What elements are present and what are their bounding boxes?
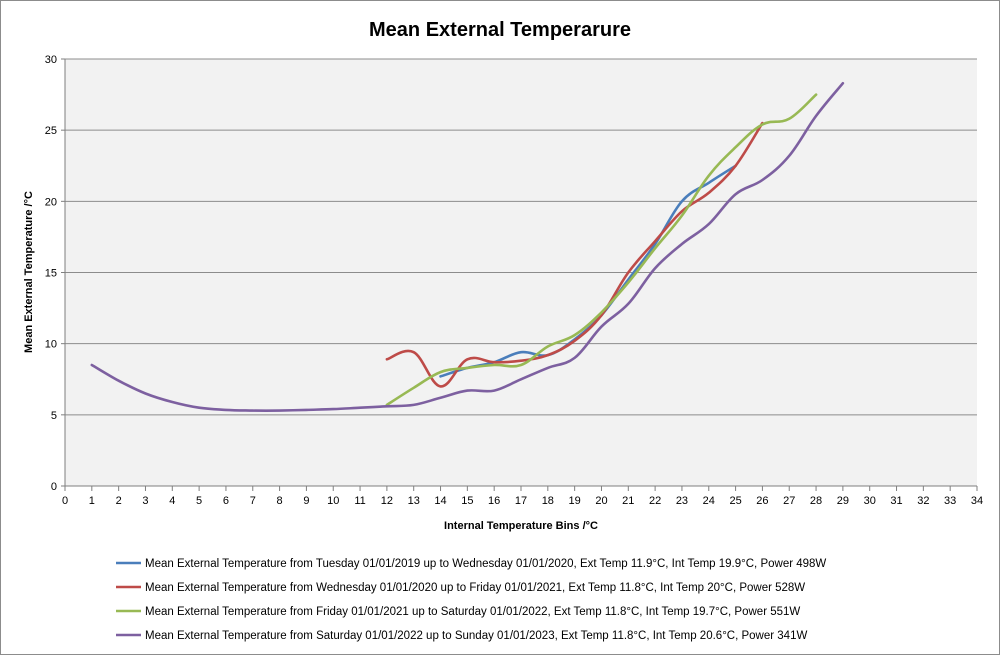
legend-label-2: Mean External Temperature from Wednesday… [145,582,805,594]
x-tick-label: 4 [169,495,175,507]
x-tick-label: 6 [223,495,229,507]
y-tick-label: 20 [45,196,57,208]
legend-label-1: Mean External Temperature from Tuesday 0… [145,558,826,570]
y-tick-label: 30 [45,54,57,66]
x-tick-label: 5 [196,495,202,507]
series-line-3 [385,93,818,407]
x-tick-label: 10 [327,495,339,507]
series-line-4 [90,81,845,412]
x-tick-label: 11 [354,495,365,507]
x-tick-label: 2 [116,495,122,507]
y-axis-title: Mean External Temperature /°C [23,191,35,353]
series-line-2 [385,121,764,388]
x-tick-label: 15 [461,495,473,507]
y-tick-label: 10 [45,339,57,351]
x-tick-label: 16 [488,495,500,507]
x-tick-label: 27 [783,495,795,507]
x-tick-label: 18 [542,495,554,507]
x-tick-label: 3 [142,495,148,507]
legend: Mean External Temperature from Tuesday 0… [116,558,826,642]
x-tick-label: 24 [703,495,715,507]
x-axis-title: Internal Temperature Bins /°C [444,520,598,532]
x-tick-label: 23 [676,495,688,507]
y-tick-label: 15 [45,268,57,280]
x-tick-label: 0 [62,495,68,507]
y-tick-label: 5 [51,410,57,422]
x-tick-label: 34 [971,495,983,507]
x-tick-label: 17 [515,495,527,507]
gridlines [65,58,977,416]
y-tick-label: 0 [51,481,57,493]
x-tick-label: 32 [917,495,929,507]
x-tick-label: 12 [381,495,393,507]
x-tick-label: 7 [250,495,256,507]
x-tick-label: 19 [569,495,581,507]
chart-title: Mean External Temperarure [369,19,631,41]
x-tick-label: 8 [277,495,283,507]
x-tick-label: 29 [837,495,849,507]
x-tick-label: 28 [810,495,822,507]
x-tick-label: 26 [756,495,768,507]
x-tick-label: 25 [729,495,741,507]
legend-label-4: Mean External Temperature from Saturday … [145,630,807,642]
legend-label-3: Mean External Temperature from Friday 01… [145,606,800,618]
x-tick-label: 30 [864,495,876,507]
x-tick-label: 20 [595,495,607,507]
x-tick-label: 9 [303,495,309,507]
x-tick-label: 33 [944,495,956,507]
x-tick-label: 21 [622,495,634,507]
x-tick-label: 13 [408,495,420,507]
x-tick-label: 31 [890,495,902,507]
y-tick-label: 25 [45,125,57,137]
x-tick-label: 14 [434,495,446,507]
x-tick-label: 1 [89,495,95,507]
series-group [90,81,845,412]
x-tick-label: 22 [649,495,661,507]
